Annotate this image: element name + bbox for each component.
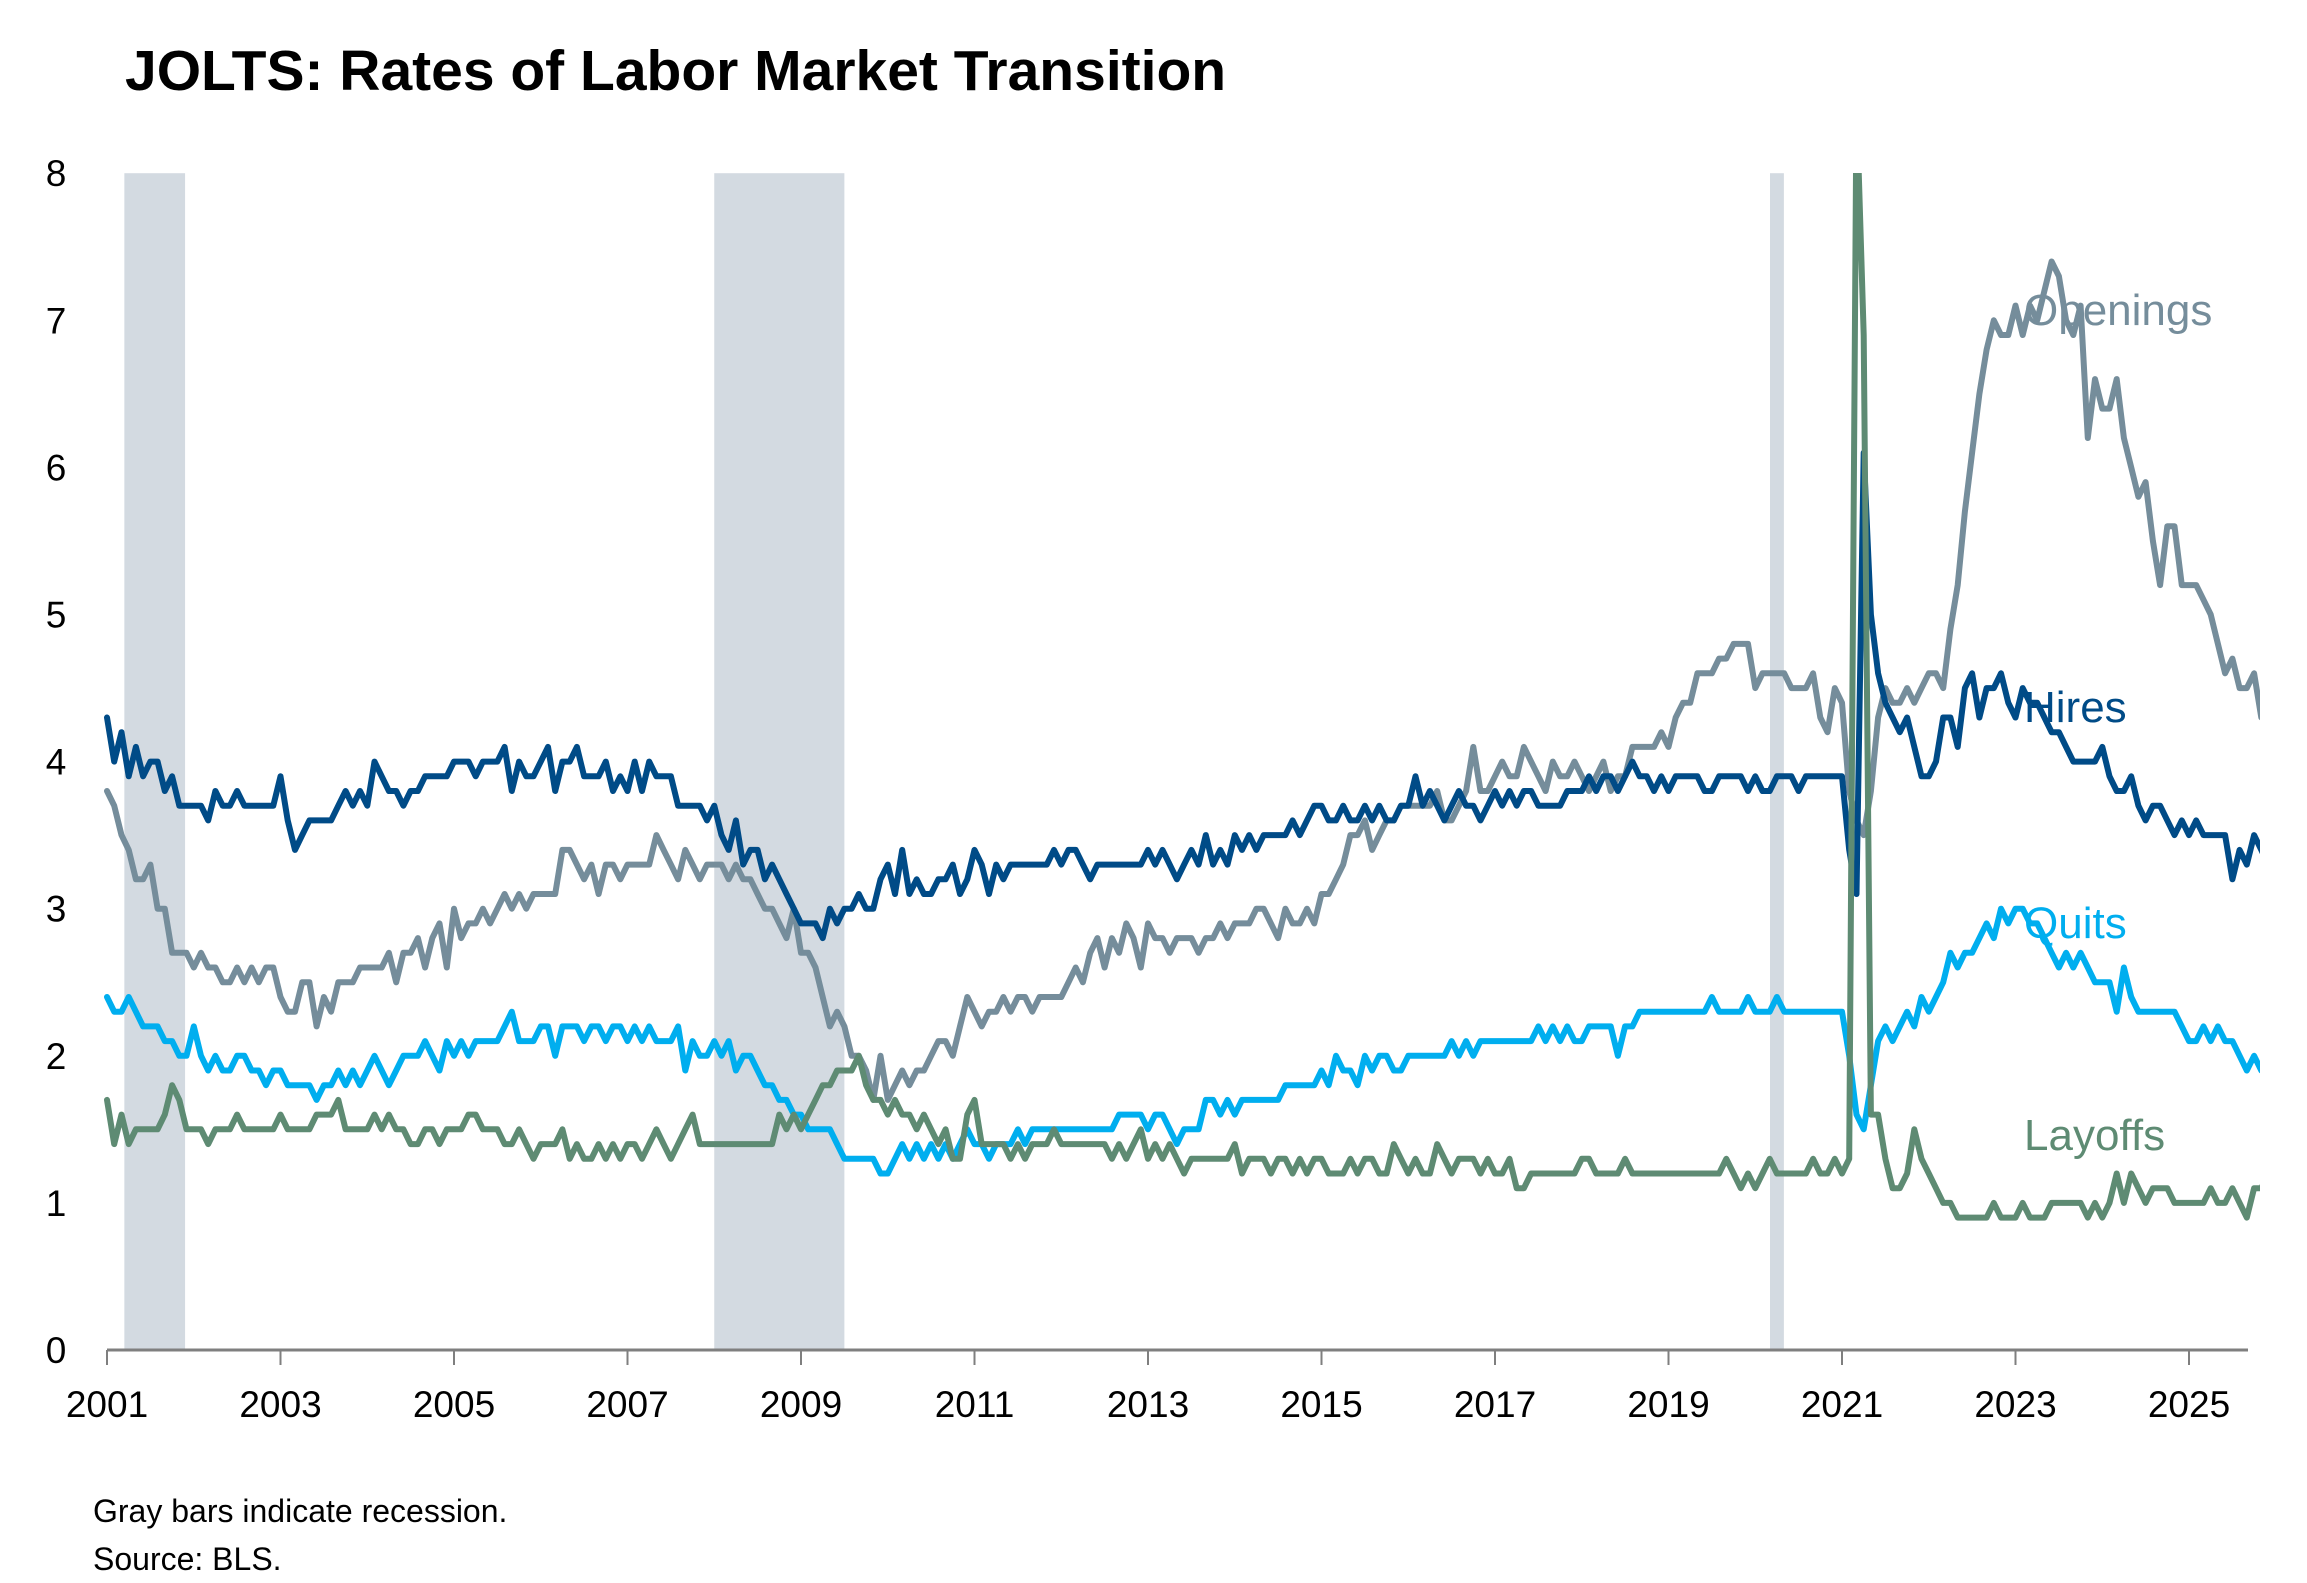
x-axis: 2001 2003 2005 2007 2009 2011 2013 2015 2017 2019… (66, 1348, 2248, 1425)
series-line-hires (104, 449, 2260, 942)
x-tick-label: 2007 (586, 1384, 668, 1425)
x-tick-label: 2015 (1280, 1384, 1362, 1425)
x-tick-label: 2021 (1801, 1384, 1883, 1425)
y-tick-label: 1 (46, 1183, 67, 1224)
chart-title: JOLTS: Rates of Labor Market Transition (125, 39, 1226, 103)
series-lines (104, 173, 2260, 1221)
y-tick-label: 2 (46, 1036, 67, 1077)
y-tick-label: 5 (46, 595, 67, 636)
y-tick-label: 7 (46, 300, 67, 341)
series-label-layoffs: Layoffs (2024, 1111, 2165, 1160)
recession-bar-3 (1769, 173, 1784, 1351)
y-tick-label: 8 (46, 153, 67, 194)
series-label-openings: Openings (2024, 286, 2212, 335)
x-tick-label: 2003 (239, 1384, 321, 1425)
series-line-quits (104, 905, 2260, 1177)
y-tick-label: 4 (46, 742, 67, 783)
y-axis-ticks: 0 1 2 3 4 5 6 7 8 (46, 153, 67, 1371)
x-tick-label: 2013 (1107, 1384, 1189, 1425)
series-line-layoffs (104, 173, 2260, 1221)
series-line-openings (104, 258, 2260, 1103)
y-tick-label: 6 (46, 447, 67, 488)
x-tick-label: 2017 (1454, 1384, 1536, 1425)
x-tick-label: 2005 (413, 1384, 495, 1425)
series-label-hires: Hires (2024, 683, 2127, 732)
x-tick-label: 2011 (935, 1384, 1015, 1425)
footnote-source: Source: BLS. (93, 1541, 282, 1577)
x-tick-label: 2025 (2148, 1384, 2230, 1425)
series-label-quits: Quits (2024, 899, 2127, 948)
recession-bar-2 (714, 173, 845, 1351)
x-tick-label: 2023 (1974, 1384, 2056, 1425)
x-tick-label: 2001 (66, 1384, 148, 1425)
footnote-recession: Gray bars indicate recession. (93, 1493, 507, 1529)
recession-bars (124, 173, 1784, 1351)
y-tick-label: 3 (46, 889, 67, 930)
x-tick-label: 2019 (1627, 1384, 1709, 1425)
y-tick-label: 0 (46, 1330, 67, 1371)
x-tick-label: 2009 (760, 1384, 842, 1425)
